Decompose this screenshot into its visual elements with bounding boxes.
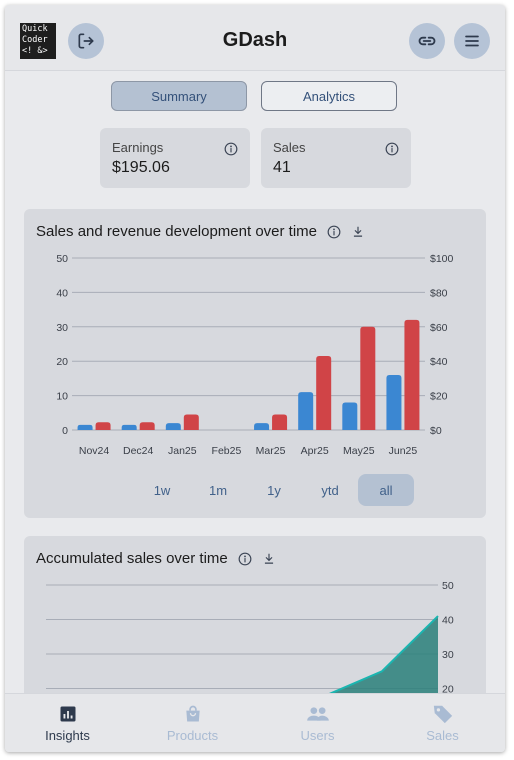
sales-bar: [342, 402, 358, 430]
range-1w-button[interactable]: 1w: [153, 482, 171, 498]
y-tick-label-right: $40: [430, 356, 448, 368]
sales-revenue-chart-card: Sales and revenue development over time …: [24, 209, 486, 518]
info-icon[interactable]: [327, 225, 341, 239]
link-icon: [418, 36, 436, 46]
y-tick-label-left: 30: [56, 322, 68, 334]
insights-icon: [60, 706, 75, 722]
range-ytd-button[interactable]: ytd: [321, 482, 339, 498]
download-icon[interactable]: [351, 225, 365, 239]
revenue-bar: [404, 319, 420, 430]
chart-title: Sales and revenue development over time: [36, 223, 318, 240]
y-tick-label-right: $20: [430, 391, 448, 403]
app-frame: Quick Coder <! &> GDash Summary Analytic…: [5, 5, 505, 752]
y-tick-label-right: 40: [442, 615, 454, 627]
revenue-bar: [360, 326, 376, 430]
earnings-value: $195.06: [112, 159, 170, 176]
sales-value: 41: [273, 159, 291, 176]
sales-bar: [386, 374, 402, 430]
earnings-label: Earnings: [112, 140, 164, 155]
range-all-button[interactable]: all: [358, 474, 414, 506]
quick-coder-logo: Quick Coder <! &>: [20, 23, 56, 59]
menu-button[interactable]: [454, 23, 490, 59]
y-tick-label-left: 20: [56, 356, 68, 368]
y-tick-label-right: 20: [442, 684, 454, 696]
bottom-navigation: Insights Products Users: [5, 693, 505, 752]
nav-label: Users: [300, 728, 335, 743]
revenue-bar: [183, 414, 199, 430]
chart-title: Accumulated sales over time: [36, 550, 228, 567]
y-tick-label-right: 30: [442, 649, 454, 661]
accumulated-chart-header: Accumulated sales over time: [36, 550, 276, 567]
x-tick-label: Jan25: [168, 445, 197, 457]
sales-bar: [254, 423, 270, 430]
revenue-bar: [95, 422, 111, 430]
hamburger-menu-icon: [465, 35, 479, 47]
nav-item-sales[interactable]: Sales: [380, 694, 505, 752]
sales-bar: [298, 392, 314, 430]
app-header: Quick Coder <! &> GDash: [5, 5, 505, 71]
info-icon[interactable]: [238, 552, 252, 566]
nav-item-products[interactable]: Products: [130, 694, 255, 752]
nav-label: Products: [166, 728, 219, 743]
y-tick-label-left: 10: [56, 391, 68, 403]
x-tick-label: Feb25: [212, 445, 242, 457]
revenue-bar: [139, 422, 155, 430]
shopping-bag-icon: [185, 705, 200, 722]
users-icon: [306, 707, 329, 721]
nav-item-users[interactable]: Users: [255, 694, 380, 752]
info-icon[interactable]: [224, 142, 238, 156]
y-tick-label-right: $80: [430, 287, 448, 299]
tab-summary[interactable]: Summary: [111, 81, 247, 111]
y-tick-label-right: $100: [430, 253, 454, 265]
x-tick-label: Jun25: [389, 445, 418, 457]
download-icon[interactable]: [262, 552, 276, 566]
info-icon[interactable]: [385, 142, 399, 156]
tag-icon: [433, 705, 452, 724]
range-1m-button[interactable]: 1m: [208, 482, 228, 498]
logout-icon: [78, 33, 94, 49]
y-tick-label-left: 50: [56, 253, 68, 265]
sales-revenue-chart-header: Sales and revenue development over time: [36, 223, 365, 240]
nav-item-insights[interactable]: Insights: [5, 694, 130, 752]
app-title: GDash: [222, 29, 288, 51]
x-tick-label: Nov24: [79, 445, 110, 457]
earnings-stat-card: Earnings $195.06: [100, 128, 250, 188]
logo-line: <! &>: [22, 46, 48, 56]
revenue-bar: [272, 414, 288, 430]
x-tick-label: May25: [343, 445, 375, 457]
y-tick-label-right: 50: [442, 580, 454, 592]
logo-line: Coder: [22, 35, 48, 45]
x-tick-label: Dec24: [123, 445, 154, 457]
range-1y-button[interactable]: 1y: [267, 482, 281, 498]
logout-button[interactable]: [68, 23, 104, 59]
x-tick-label: Mar25: [256, 445, 286, 457]
link-button[interactable]: [409, 23, 445, 59]
y-tick-label-left: 40: [56, 287, 68, 299]
sales-bar: [121, 424, 137, 430]
sales-label: Sales: [273, 140, 306, 155]
x-tick-label: Apr25: [301, 445, 329, 457]
nav-label: Insights: [45, 728, 90, 743]
y-tick-label-right: $60: [430, 322, 448, 334]
y-tick-label-left: 0: [62, 425, 68, 437]
nav-label: Sales: [426, 728, 459, 743]
logo-line: Quick: [22, 24, 48, 34]
sales-revenue-bar-chart: 0 $0 10 $20 20 $40 30 $60 40 $80 50 $100 Nov24 Dec24 J…: [56, 253, 454, 457]
sales-stat-card: Sales 41: [261, 128, 411, 188]
sales-bar: [165, 423, 181, 430]
y-tick-label-right: $0: [430, 425, 442, 437]
tab-analytics[interactable]: Analytics: [261, 81, 397, 111]
revenue-bar: [316, 356, 332, 430]
sales-bar: [77, 424, 93, 430]
